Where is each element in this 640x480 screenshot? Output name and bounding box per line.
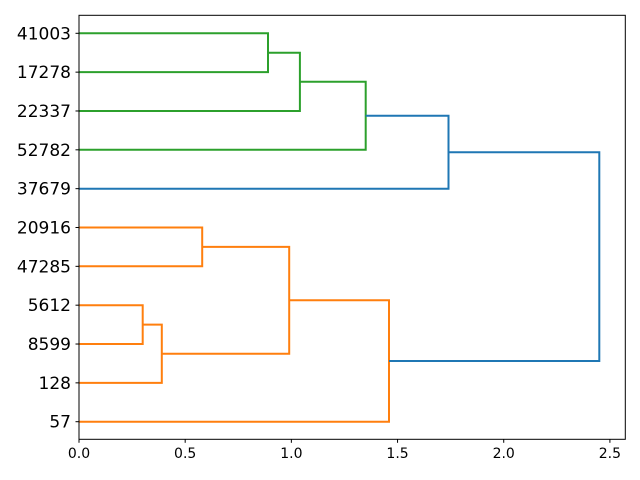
- leaf-label: 128: [39, 374, 71, 394]
- leaf-label: 41003: [17, 24, 71, 44]
- x-tick-label: 2.5: [599, 446, 621, 462]
- x-tick-label: 0.0: [68, 446, 90, 462]
- x-tick-label: 2.0: [493, 446, 515, 462]
- leaf-label: 20916: [17, 218, 71, 238]
- leaf-label: 8599: [28, 335, 71, 355]
- dendrogram-link: [389, 151, 601, 362]
- leaf-label: 17278: [17, 63, 71, 83]
- leaf-label: 37679: [17, 180, 71, 200]
- leaf-label: 5612: [28, 296, 71, 316]
- x-tick-label: 1.5: [386, 446, 408, 462]
- x-tick-label: 0.5: [174, 446, 196, 462]
- x-tick-label: 1.0: [280, 446, 302, 462]
- leaf-label: 57: [49, 413, 71, 433]
- leaf-label: 22337: [17, 102, 71, 122]
- leaf-label: 52782: [17, 141, 71, 161]
- leaf-label: 47285: [17, 257, 71, 277]
